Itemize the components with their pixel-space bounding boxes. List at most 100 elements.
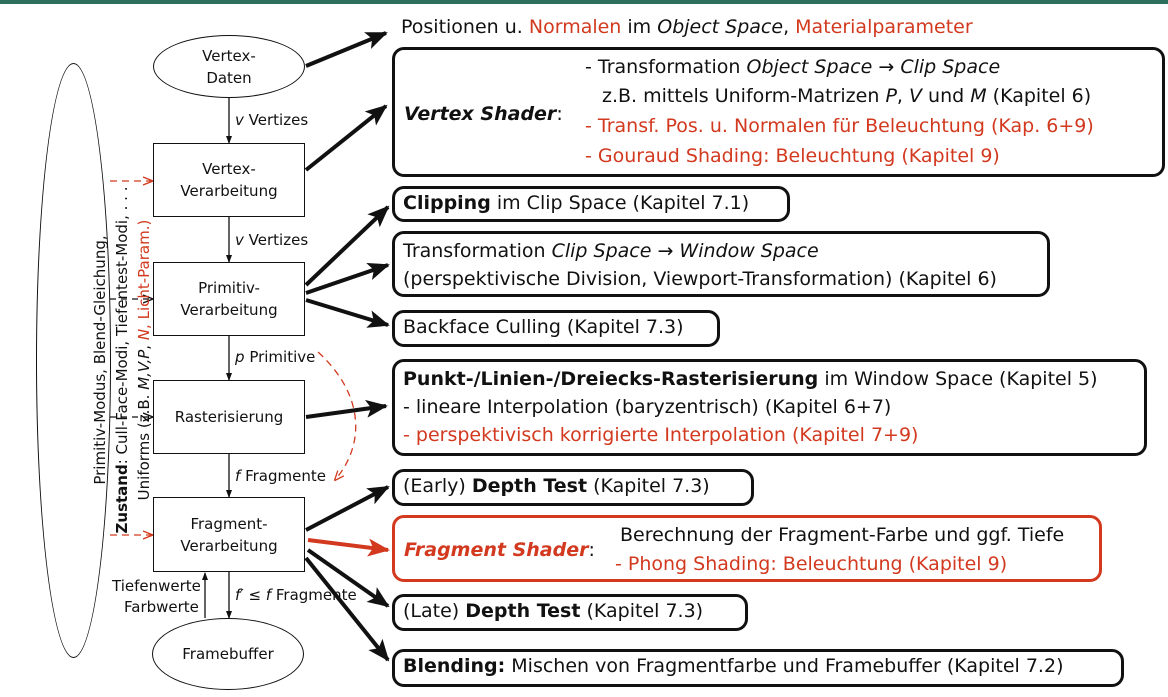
- node-framebuffer: Framebuffer: [152, 618, 304, 690]
- late-depth-box: (Late) Depth Test (Kapitel 7.3): [392, 594, 748, 631]
- node-vertex-processing-l1: Vertex-: [202, 160, 256, 178]
- top-text-e: ,: [783, 16, 796, 38]
- top-text-d: Object Space: [657, 16, 784, 38]
- edge-label-f2: f′ ≤ f Fragmente: [235, 586, 357, 604]
- transform-c: →: [651, 240, 680, 262]
- arrow-to-blending: [304, 556, 390, 662]
- top-text-c: im: [621, 16, 658, 38]
- edge-label-back1: Tiefenwerte: [112, 577, 201, 595]
- transform-b: Clip Space: [551, 240, 652, 262]
- arrow-to-early-depth: [305, 485, 390, 532]
- vs-l2b: P: [885, 85, 897, 107]
- vertex-shader-line-3: - Transf. Pos. u. Normalen für Beleuchtu…: [585, 115, 1094, 137]
- fragment-shader-line-1: Berechnung der Fragment-Farbe und ggf. T…: [620, 524, 1065, 546]
- arrow-to-fragment-shader: [307, 538, 390, 557]
- top-text-f: Materialparameter: [795, 16, 973, 38]
- backface-box: Backface Culling (Kapitel 7.3): [392, 310, 720, 347]
- state-line-2-bold: Zustand: [113, 464, 131, 534]
- top-text-a: Positionen u.: [401, 16, 529, 38]
- node-vertex-data-l1: Vertex-: [202, 46, 256, 65]
- edge-label-v2: v Vertizes: [235, 231, 308, 249]
- transform-line-1: Transformation Clip Space → Window Space: [403, 237, 1039, 265]
- node-fragment-processing: Fragment- Verarbeitung: [153, 497, 305, 572]
- arrow-to-vertex-shader: [304, 104, 388, 172]
- node-vertex-data-l2: Daten: [206, 68, 252, 87]
- top-text-b: Normalen: [528, 16, 622, 38]
- raster-bold: Punkt-/Linien-/Dreiecks-Rasterisierung: [403, 368, 819, 390]
- early-depth-c: (Kapitel 7.3): [587, 475, 710, 497]
- early-depth-a: (Early): [403, 475, 472, 497]
- state-line-3e: , Licht-Param.): [135, 219, 153, 329]
- raster-box: Punkt-/Linien-/Dreiecks-Rasterisierung i…: [392, 359, 1147, 456]
- top-text: Positionen u. Normalen im Object Space, …: [401, 16, 973, 38]
- edge-label-f-text: Fragmente: [245, 467, 326, 485]
- edge-label-f-var: f: [235, 467, 241, 485]
- early-depth-box: (Early) Depth Test (Kapitel 7.3): [392, 469, 754, 506]
- node-vertex-processing: Vertex- Verarbeitung: [153, 143, 305, 217]
- arrow-to-late-depth: [306, 548, 390, 608]
- fragment-shader-box: Fragment Shader: Berechnung der Fragment…: [392, 515, 1102, 582]
- blending-box: Blending: Mischen von Fragmentfarbe und …: [392, 649, 1124, 687]
- arrow-to-transform: [305, 262, 390, 295]
- fragment-shader-colon: :: [588, 539, 595, 561]
- edge-label-v1-text: Vertizes: [248, 111, 309, 129]
- vertex-shader-box: Vertex Shader: - Transformation Object S…: [392, 47, 1165, 177]
- edge-label-v2-var: v: [235, 231, 244, 249]
- vs-l1b: Object Space: [746, 56, 873, 78]
- late-depth-a: (Late): [403, 600, 466, 622]
- node-primitive-processing-l2: Verarbeitung: [180, 301, 278, 319]
- raster-line-3: - perspektivisch korrigierte Interpolati…: [403, 424, 919, 446]
- late-depth-b: Depth Test: [465, 600, 581, 622]
- clipping-bold: Clipping: [403, 192, 491, 214]
- edge-label-v1: v Vertizes: [235, 111, 308, 129]
- state-line-2: : Cull-Face-Modi, Tiefentest-Modi, . . .: [113, 186, 131, 465]
- raster-line-2: - lineare Interpolation (baryzentrisch) …: [403, 396, 892, 418]
- vs-l2a: z.B. mittels Uniform-Matrizen: [602, 85, 886, 107]
- arrow-to-raster: [305, 399, 388, 419]
- edge-label-v1-var: v: [235, 111, 244, 129]
- early-depth-b: Depth Test: [471, 475, 588, 497]
- late-depth-c: (Kapitel 7.3): [580, 600, 704, 622]
- vs-l2c: ,: [896, 85, 909, 107]
- edge-label-f: f Fragmente: [235, 467, 326, 485]
- node-vertex-data: Vertex- Daten: [153, 35, 305, 98]
- top-accent-bar: [0, 0, 1168, 4]
- state-line-3c: ,: [135, 340, 153, 350]
- vs-l1a: - Transformation: [585, 56, 747, 78]
- state-line-3b: M,V,P: [135, 349, 153, 390]
- vs-l2g: (Kapitel 6): [986, 85, 1092, 107]
- fragment-shader-line-2: - Phong Shading: Beleuchtung (Kapitel 9): [615, 553, 1008, 575]
- state-line-3a: Uniforms (z.B.: [135, 389, 153, 501]
- edge-label-p-text: Primitive: [249, 348, 316, 366]
- transform-a: Transformation: [403, 240, 552, 262]
- raster-rest: im Window Space (Kapitel 5): [818, 368, 1098, 390]
- vertex-shader-line-4: - Gouraud Shading: Beleuchtung (Kapitel …: [585, 145, 1000, 167]
- raster-line-1: Punkt-/Linien-/Dreiecks-Rasterisierung i…: [403, 365, 1136, 393]
- vertex-shader-label: Vertex Shader:: [404, 100, 563, 128]
- vs-l2e: und: [922, 85, 971, 107]
- backface-text: Backface Culling (Kapitel 7.3): [403, 316, 684, 338]
- edge-label-f2-var: f′ ≤ f: [235, 586, 272, 604]
- blending-rest: Mischen von Fragmentfarbe und Framebuffe…: [505, 655, 1064, 677]
- arrow-to-clipping: [304, 205, 390, 287]
- vertex-shader-colon: :: [556, 103, 563, 125]
- arrow-to-backface: [305, 298, 390, 328]
- vs-l1d: Clip Space: [900, 56, 1001, 78]
- node-fragment-processing-l2: Verarbeitung: [180, 536, 278, 555]
- edge-label-p-var: p: [235, 348, 245, 366]
- transform-d: Window Space: [679, 240, 819, 262]
- node-fragment-processing-l1: Fragment-: [190, 514, 268, 533]
- edge-label-f2-text: Fragmente: [275, 586, 357, 604]
- edge-label-back2: Farbwerte: [124, 598, 199, 616]
- vertex-shader-label-text: Vertex Shader: [404, 103, 557, 125]
- node-rasterization-label: Rasterisierung: [174, 408, 284, 426]
- node-primitive-processing: Primitiv- Verarbeitung: [153, 262, 305, 336]
- transform-line-2: (perspektivische Division, Viewport-Tran…: [403, 268, 997, 290]
- edge-label-p: p Primitive: [235, 348, 315, 366]
- dashed-primitive-curve: [317, 351, 357, 480]
- fragment-shader-label-text: Fragment Shader: [404, 539, 589, 561]
- clipping-box: Clipping im Clip Space (Kapitel 7.1): [392, 186, 790, 222]
- vs-l2f: M: [970, 85, 987, 107]
- vs-l2d: V: [909, 85, 922, 107]
